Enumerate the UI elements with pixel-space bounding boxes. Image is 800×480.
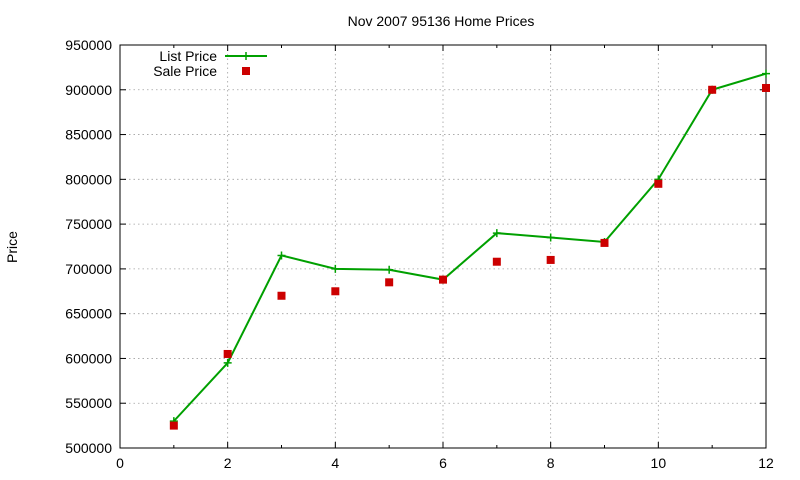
data-point-list-price [762, 69, 770, 78]
x-tick-label: 6 [439, 455, 447, 471]
series-line-list-price [173, 72, 767, 422]
x-tick-label: 10 [651, 455, 667, 471]
data-point-list-price [385, 265, 394, 274]
legend-marker-list-price [242, 52, 250, 60]
data-point-sale-price [331, 287, 340, 296]
data-point-sale-price [600, 238, 609, 247]
plot-frame [119, 44, 767, 449]
data-point-sale-price [762, 83, 770, 92]
y-tick-label: 750000 [65, 216, 112, 232]
chart-title: Nov 2007 95136 Home Prices [348, 13, 535, 29]
data-point-sale-price [439, 275, 447, 284]
data-point-list-price [331, 264, 340, 273]
y-tick-label: 550000 [65, 395, 112, 411]
legend-marker-sale-price [242, 67, 250, 75]
x-tick-label: 0 [116, 455, 124, 471]
y-tick-label: 700000 [65, 261, 112, 277]
data-point-sale-price [277, 291, 286, 300]
data-point-list-price [277, 251, 286, 260]
y-tick-label: 900000 [65, 82, 112, 98]
x-tick-label: 12 [758, 455, 774, 471]
y-tick-label: 950000 [65, 37, 112, 53]
axis-ticks: 500000 550000 600000 650000 700000 750000 8000… [65, 37, 774, 471]
grid-lines [120, 45, 766, 448]
data-point-list-price [546, 233, 555, 242]
data-point-sale-price [546, 255, 555, 264]
data-point-sale-price [385, 278, 394, 287]
data-point-list-price [492, 229, 501, 238]
y-axis-label: Price [4, 231, 20, 263]
data-point-sale-price [654, 179, 663, 188]
legend-label-sale-price: Sale Price [153, 63, 217, 79]
data-point-sale-price [708, 85, 717, 94]
x-tick-label: 2 [224, 455, 232, 471]
y-tick-label: 600000 [65, 350, 112, 366]
x-tick-label: 4 [331, 455, 339, 471]
legend: List Price Sale Price [153, 48, 267, 79]
data-point-sale-price [223, 349, 232, 358]
x-tick-label: 8 [547, 455, 555, 471]
data-point-sale-price [169, 421, 178, 430]
y-tick-label: 650000 [65, 306, 112, 322]
y-tick-label: 850000 [65, 127, 112, 143]
y-tick-label: 800000 [65, 171, 112, 187]
data-point-list-price [223, 358, 232, 367]
series-layer [169, 69, 770, 430]
y-tick-label: 500000 [65, 440, 112, 456]
data-point-sale-price [492, 257, 501, 266]
legend-label-list-price: List Price [159, 48, 217, 64]
